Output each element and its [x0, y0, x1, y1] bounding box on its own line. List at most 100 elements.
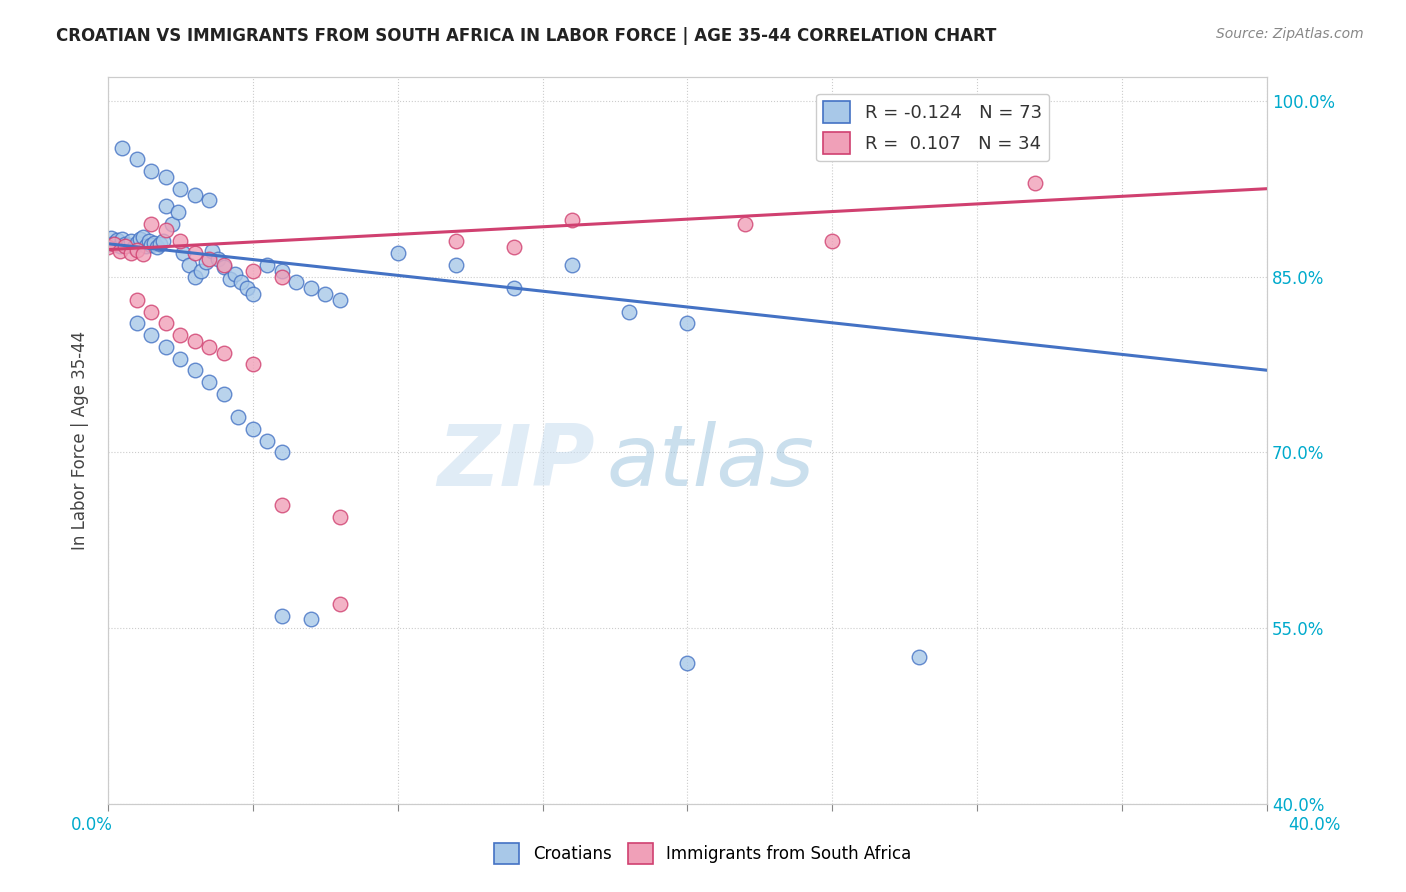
- Point: [270, 498, 292, 512]
- Point: [201, 244, 224, 258]
- Point: [195, 255, 218, 269]
- Point: [198, 340, 221, 354]
- Point: [100, 231, 122, 245]
- Point: [172, 246, 194, 260]
- Point: [141, 238, 163, 252]
- Point: [242, 357, 264, 371]
- Point: [270, 609, 292, 624]
- Point: [125, 153, 148, 167]
- Point: [160, 217, 183, 231]
- Point: [502, 240, 524, 254]
- Point: [141, 164, 163, 178]
- Point: [108, 239, 131, 253]
- Point: [212, 260, 235, 275]
- Point: [502, 281, 524, 295]
- Point: [138, 235, 160, 249]
- Point: [198, 194, 221, 208]
- Point: [114, 236, 136, 251]
- Text: ZIP: ZIP: [437, 421, 595, 504]
- Point: [270, 269, 292, 284]
- Point: [97, 240, 120, 254]
- Point: [184, 269, 207, 284]
- Point: [256, 258, 278, 272]
- Text: CROATIAN VS IMMIGRANTS FROM SOUTH AFRICA IN LABOR FORCE | AGE 35-44 CORRELATION : CROATIAN VS IMMIGRANTS FROM SOUTH AFRICA…: [56, 27, 997, 45]
- Point: [155, 340, 177, 354]
- Point: [184, 187, 207, 202]
- Point: [218, 272, 240, 286]
- Point: [152, 235, 174, 249]
- Legend: Croatians, Immigrants from South Africa: Croatians, Immigrants from South Africa: [488, 837, 918, 871]
- Point: [256, 434, 278, 448]
- Point: [97, 236, 120, 251]
- Point: [169, 235, 191, 249]
- Point: [125, 243, 148, 257]
- Point: [141, 304, 163, 318]
- Point: [149, 236, 172, 251]
- Point: [155, 199, 177, 213]
- Point: [111, 232, 134, 246]
- Point: [908, 650, 931, 665]
- Point: [198, 252, 221, 266]
- Point: [329, 598, 352, 612]
- Point: [166, 205, 188, 219]
- Text: Source: ZipAtlas.com: Source: ZipAtlas.com: [1216, 27, 1364, 41]
- Legend: R = -0.124   N = 73, R =  0.107   N = 34: R = -0.124 N = 73, R = 0.107 N = 34: [815, 94, 1049, 161]
- Point: [821, 235, 844, 249]
- Point: [135, 239, 157, 253]
- Point: [270, 445, 292, 459]
- Point: [179, 258, 201, 272]
- Point: [155, 317, 177, 331]
- Point: [212, 386, 235, 401]
- Point: [184, 334, 207, 348]
- Point: [132, 247, 155, 261]
- Point: [114, 239, 136, 253]
- Point: [676, 656, 699, 670]
- Point: [146, 240, 169, 254]
- Point: [125, 317, 148, 331]
- Point: [299, 611, 322, 625]
- Point: [103, 235, 125, 250]
- Point: [122, 240, 145, 254]
- Point: [105, 233, 128, 247]
- Point: [190, 263, 212, 277]
- Point: [242, 263, 264, 277]
- Point: [242, 422, 264, 436]
- Point: [132, 229, 155, 244]
- Point: [184, 363, 207, 377]
- Point: [299, 281, 322, 295]
- Point: [169, 328, 191, 343]
- Point: [285, 276, 308, 290]
- Point: [141, 328, 163, 343]
- Point: [314, 287, 336, 301]
- Text: 0.0%: 0.0%: [70, 816, 112, 834]
- Point: [155, 169, 177, 184]
- Point: [329, 293, 352, 307]
- Point: [120, 246, 142, 260]
- Point: [198, 375, 221, 389]
- Point: [125, 235, 148, 250]
- Point: [224, 267, 246, 281]
- Point: [207, 252, 229, 266]
- Point: [270, 263, 292, 277]
- Point: [169, 351, 191, 366]
- Point: [141, 217, 163, 231]
- Point: [676, 317, 699, 331]
- Point: [103, 236, 125, 251]
- Y-axis label: In Labor Force | Age 35-44: In Labor Force | Age 35-44: [72, 331, 89, 550]
- Point: [329, 509, 352, 524]
- Point: [236, 281, 259, 295]
- Point: [184, 246, 207, 260]
- Point: [1024, 176, 1046, 190]
- Point: [108, 244, 131, 258]
- Point: [734, 217, 756, 231]
- Point: [125, 293, 148, 307]
- Point: [111, 141, 134, 155]
- Point: [561, 213, 583, 227]
- Point: [143, 235, 166, 250]
- Point: [120, 235, 142, 249]
- Point: [155, 223, 177, 237]
- Point: [387, 246, 409, 260]
- Point: [561, 258, 583, 272]
- Text: 40.0%: 40.0%: [1288, 816, 1341, 834]
- Point: [231, 276, 253, 290]
